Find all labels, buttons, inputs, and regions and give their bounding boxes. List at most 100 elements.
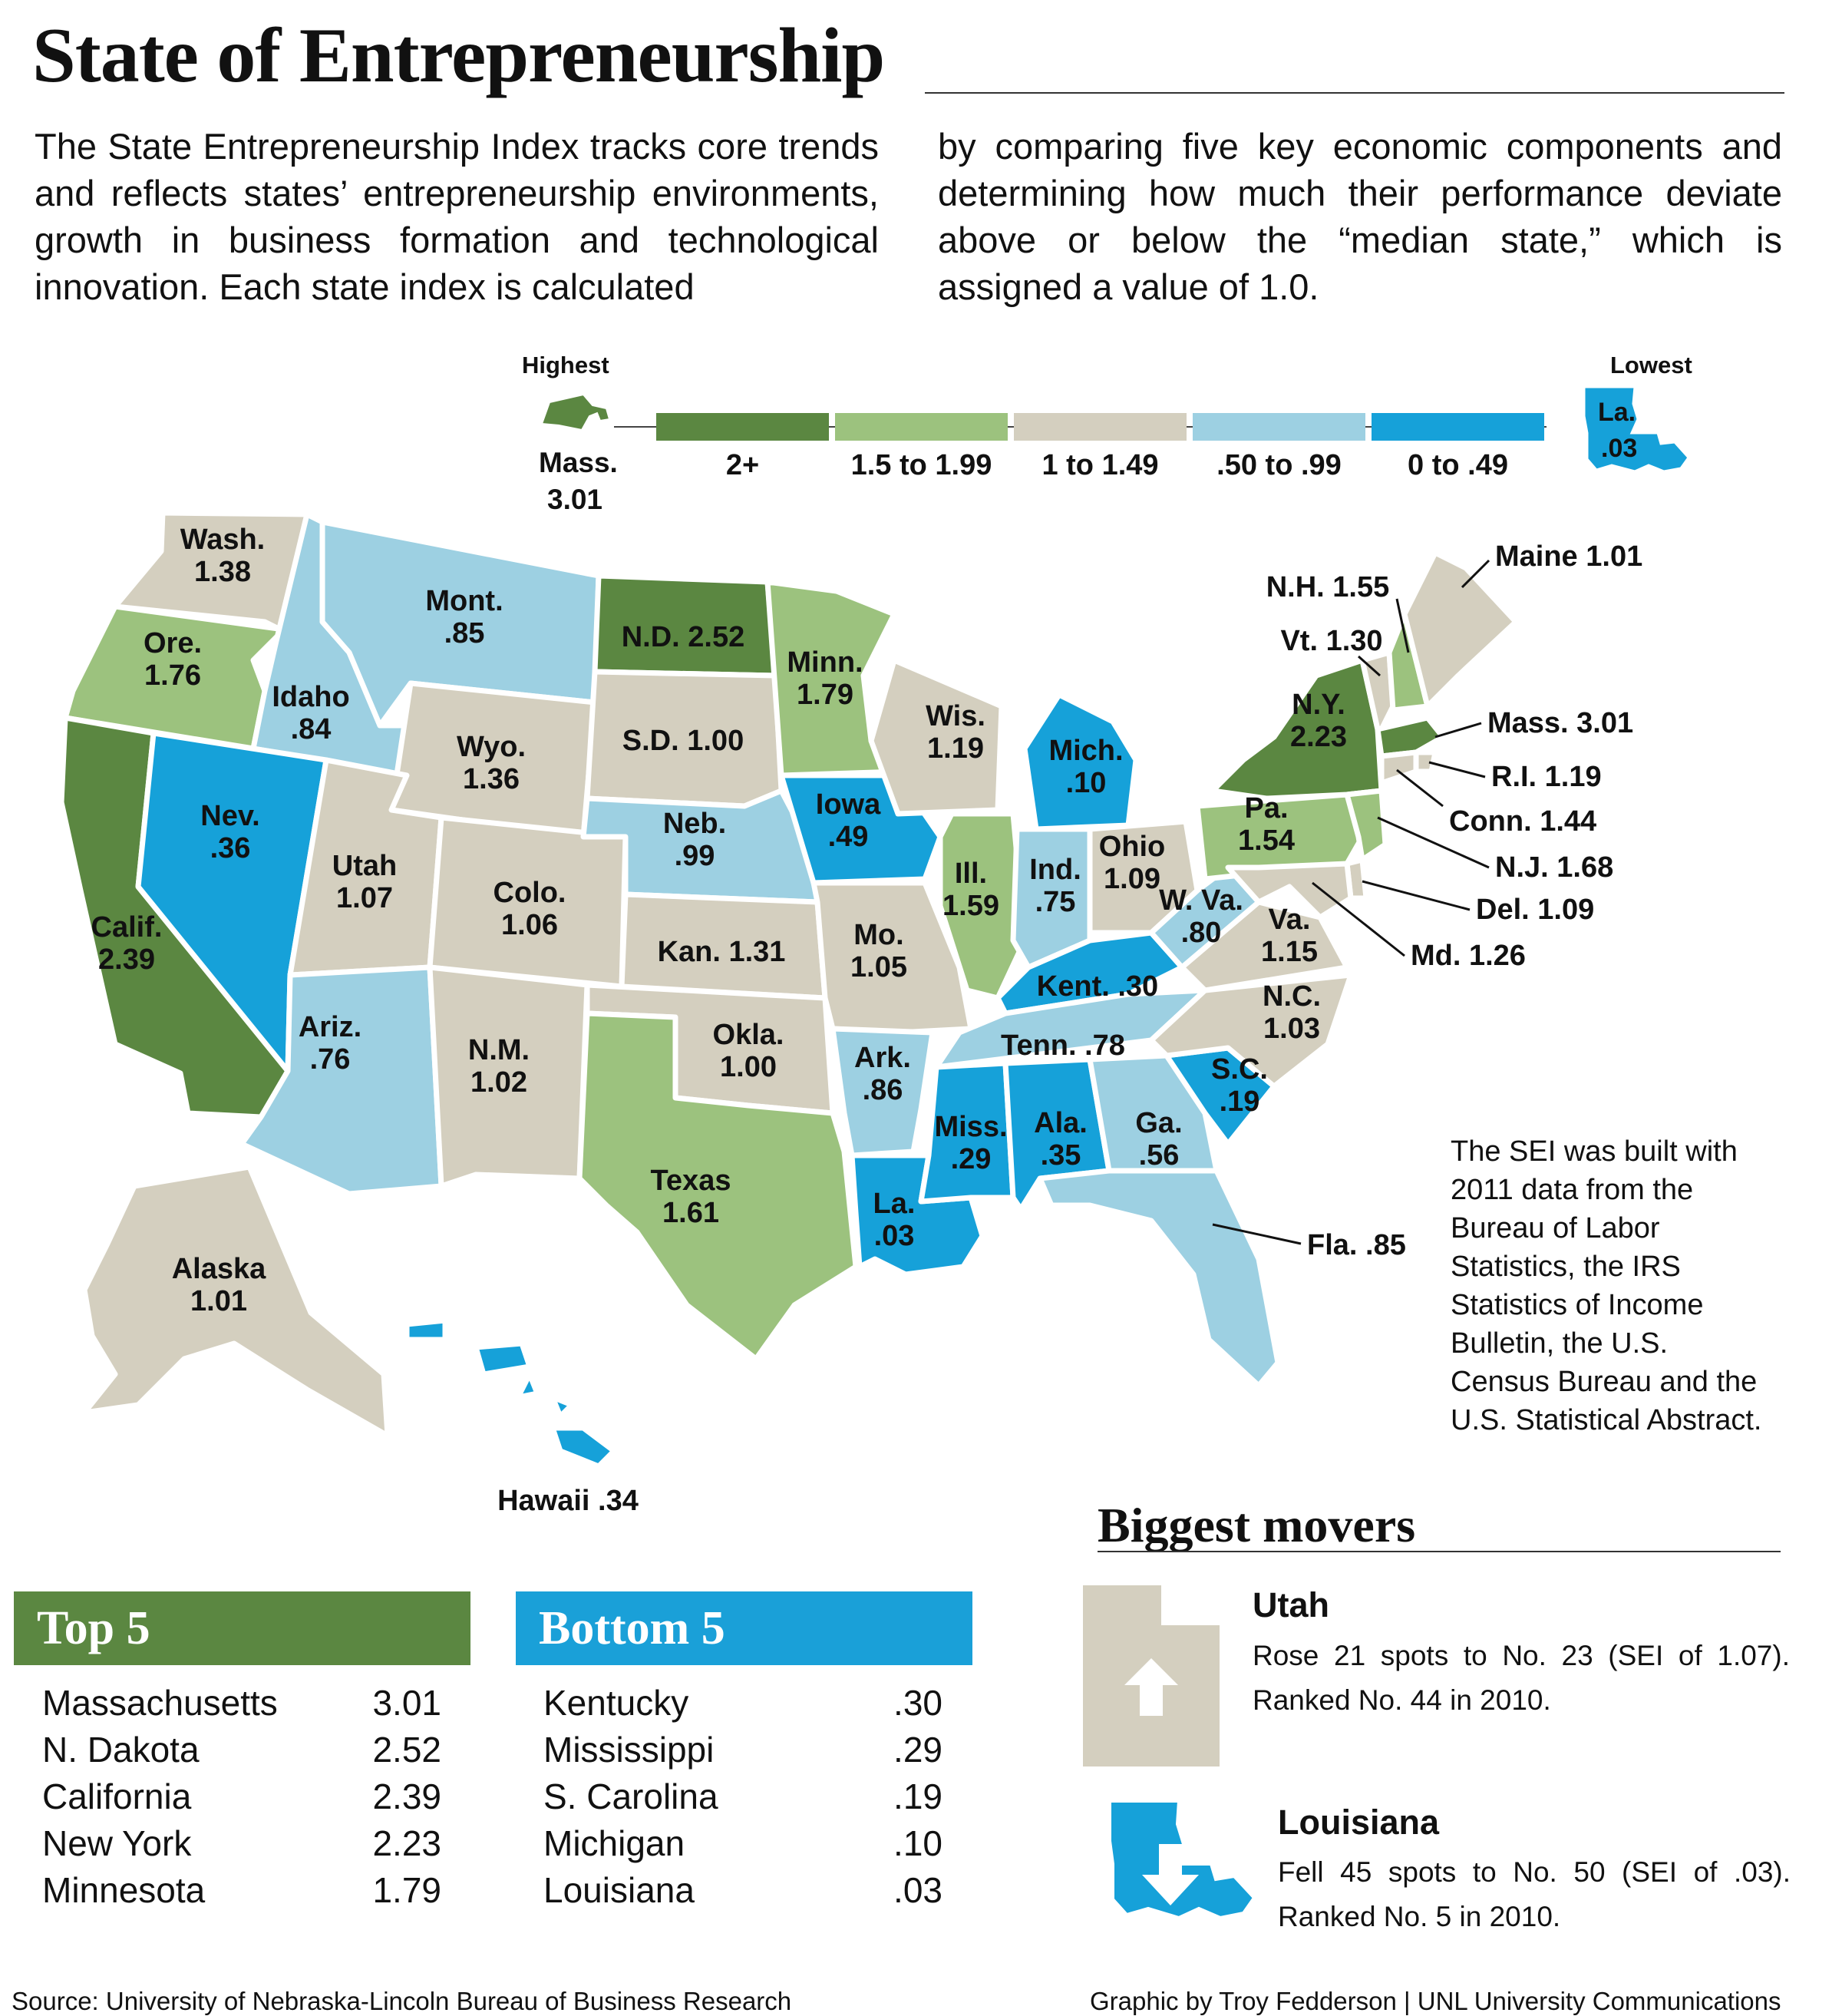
state-label-pa: Pa. 1.54: [1238, 792, 1295, 857]
ranking-row: Kentucky .30: [543, 1680, 942, 1726]
ranking-state-name: New York: [42, 1823, 192, 1863]
state-label-tenn: Tenn. .78: [1001, 1029, 1125, 1062]
state-label-alaska: Alaska 1.01: [172, 1253, 266, 1317]
ranking-row: Louisiana .03: [543, 1867, 942, 1913]
state-label-n-h: N.H. 1.55: [1266, 571, 1390, 603]
state-label-n-d: N.D. 2.52: [622, 621, 745, 653]
ranking-state-name: California: [42, 1776, 192, 1816]
state-label-nev: Nev. .36: [200, 800, 259, 864]
legend-bin-label: .50 to .99: [1216, 449, 1342, 481]
state-label-s-d: S.D. 1.00: [622, 725, 744, 757]
state-md: [1225, 861, 1354, 920]
state-label-iowa: Iowa .49: [816, 788, 881, 853]
leader-line-del: [1362, 880, 1471, 911]
intro-text-left: The State Entrepreneurship Index tracks …: [35, 126, 879, 307]
state-label-wash: Wash. 1.38: [180, 524, 266, 588]
state-label-la: La. .03: [873, 1188, 916, 1252]
ranking-state-name: N. Dakota: [42, 1730, 200, 1770]
ranking-state-name: Michigan: [543, 1823, 685, 1863]
graphic-credit: Graphic by Troy Fedderson | UNL Universi…: [1090, 1987, 1781, 2015]
ranking-state-value: 1.79: [372, 1870, 441, 1910]
state-n-m: [427, 964, 590, 1189]
state-label-mass: Mass. 3.01: [1487, 707, 1633, 739]
state-mass: [1375, 715, 1446, 759]
state-label-del: Del. 1.09: [1476, 894, 1594, 926]
legend-highest-value: 3.01: [547, 484, 603, 515]
legend-highest-label: Highest: [522, 352, 609, 378]
title-rule: [925, 92, 1784, 94]
leader-line-md: [1312, 881, 1405, 957]
mover-louisiana-text: Fell 45 spots to No. 50 (SEI of .03). Ra…: [1278, 1856, 1791, 1932]
legend-louisiana-shape: [1583, 385, 1690, 473]
ranking-row: New York 2.23: [42, 1820, 441, 1866]
state-hawaii: [404, 1317, 617, 1469]
state-label-w-va: W. Va. .80: [1159, 884, 1243, 949]
leader-line-fla: [1212, 1223, 1302, 1245]
top5-heading: Top 5: [14, 1591, 470, 1665]
state-label-hawaii: Hawaii .34: [497, 1485, 639, 1517]
leader-line-n-h: [1395, 598, 1410, 653]
state-label-idaho: Idaho .84: [272, 681, 349, 745]
ranking-state-name: Minnesota: [42, 1870, 206, 1910]
leader-line-n-j: [1377, 816, 1490, 869]
state-label-va: Va. 1.15: [1261, 904, 1318, 968]
ranking-state-value: 2.23: [372, 1823, 441, 1863]
state-label-vt: Vt. 1.30: [1280, 625, 1382, 657]
leader-line-conn: [1396, 768, 1444, 808]
legend-lowest-label: Lowest: [1610, 352, 1692, 378]
legend-lowest-state: La.: [1598, 398, 1636, 427]
state-label-ill: Ill. 1.59: [942, 858, 999, 922]
legend-bin-label: 1.5 to 1.99: [850, 449, 992, 481]
state-label-okla: Okla. 1.00: [713, 1019, 784, 1083]
ranking-row: Minnesota 1.79: [42, 1867, 441, 1913]
ranking-row: S. Carolina .19: [543, 1773, 942, 1819]
ranking-state-value: 3.01: [372, 1683, 441, 1723]
leader-line-mass: [1434, 722, 1482, 739]
bottom5-heading: Bottom 5: [516, 1591, 972, 1665]
state-label-utah: Utah 1.07: [332, 850, 397, 914]
leader-line-maine: [1461, 559, 1490, 589]
state-fla: [1037, 1168, 1281, 1389]
state-label-colo: Colo. 1.06: [494, 877, 566, 941]
state-label-fla: Fla. .85: [1307, 1229, 1406, 1261]
ranking-state-value: 2.39: [372, 1776, 441, 1816]
state-label-n-j: N.J. 1.68: [1495, 851, 1613, 884]
ranking-state-value: .10: [893, 1823, 942, 1863]
ranking-state-name: S. Carolina: [543, 1776, 718, 1816]
ranking-row: Massachusetts 3.01: [42, 1680, 441, 1726]
state-texas: [576, 1010, 859, 1362]
movers-title: Biggest movers: [1098, 1498, 1416, 1552]
legend-swatch-1: [1014, 413, 1187, 441]
down-arrow-icon: [1142, 1844, 1199, 1905]
state-label-maine: Maine 1.01: [1495, 540, 1642, 573]
state-label-texas: Texas 1.61: [651, 1165, 731, 1229]
state-label-s-c: S.C. .19: [1211, 1053, 1268, 1118]
state-label-kent: Kent. .30: [1037, 970, 1158, 1003]
ranking-state-name: Kentucky: [543, 1683, 689, 1723]
state-label-conn: Conn. 1.44: [1449, 805, 1596, 838]
ranking-state-value: 2.52: [372, 1730, 441, 1770]
mover-louisiana-name: Louisiana: [1278, 1803, 1440, 1842]
movers-rule: [1098, 1551, 1781, 1552]
state-label-neb: Neb. .99: [663, 808, 726, 872]
state-label-miss: Miss. .29: [934, 1111, 1007, 1175]
legend-swatch-2plus: [656, 413, 829, 441]
sei-data-note: The SEI was built with 2011 data from th…: [1451, 1135, 1762, 1436]
legend-bin-label: 0 to .49: [1408, 449, 1508, 481]
ranking-state-name: Massachusetts: [42, 1683, 278, 1723]
state-label-ariz: Ariz. .76: [299, 1011, 361, 1076]
state-vt: [1359, 649, 1396, 732]
state-label-ga: Ga. .56: [1135, 1107, 1182, 1172]
legend-lowest-value: .03: [1601, 434, 1638, 463]
state-label-wis: Wis. 1.19: [926, 700, 985, 765]
state-ark: [830, 1026, 936, 1158]
legend-bin-label: 2+: [725, 449, 760, 481]
state-alaska: [81, 1164, 391, 1439]
state-label-ohio: Ohio 1.09: [1099, 831, 1166, 895]
ranking-state-value: .03: [893, 1870, 942, 1910]
state-label-mich: Mich. .10: [1048, 735, 1123, 799]
state-label-ark: Ark. .86: [854, 1042, 911, 1106]
legend-swatch-1-5: [835, 413, 1008, 441]
state-label-n-m: N.M. 1.02: [468, 1034, 530, 1099]
